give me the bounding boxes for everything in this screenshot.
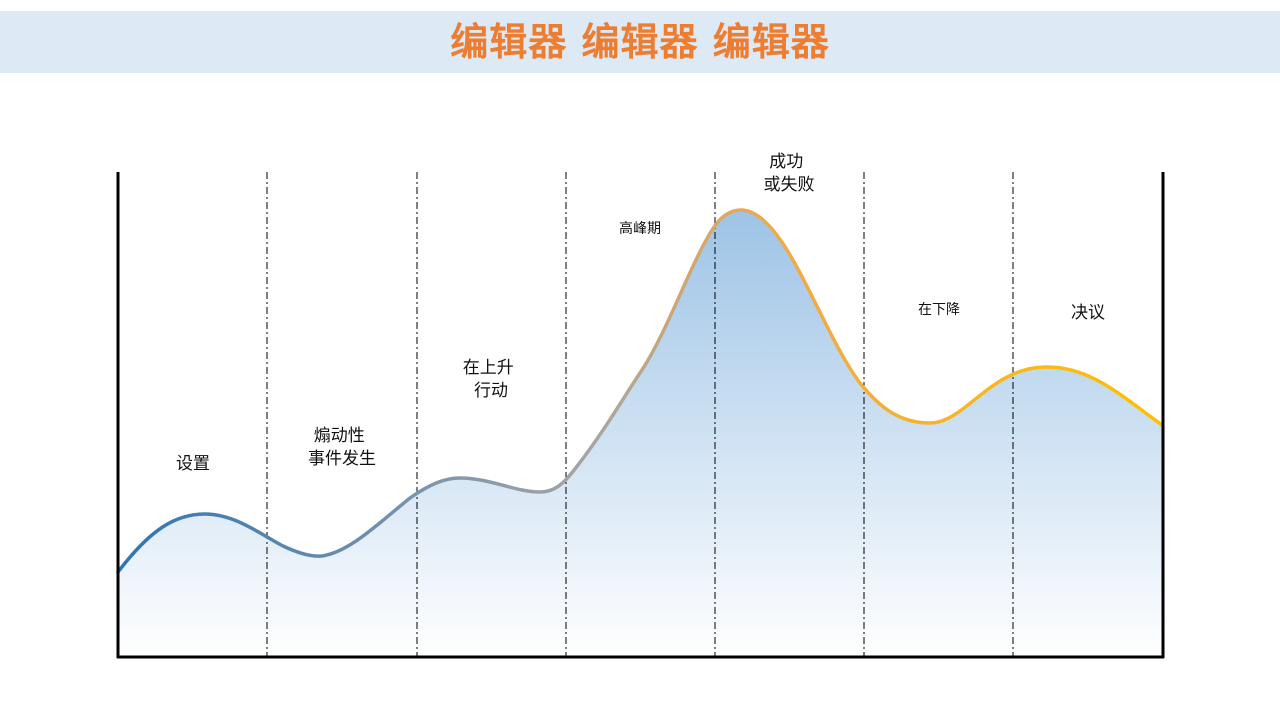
stage-label-resolution: 决议 [1071, 303, 1105, 323]
frame-axes [116, 172, 1165, 659]
stage-label-setup: 设置 [176, 454, 210, 474]
stage-label-climax: 高峰期 [619, 220, 661, 237]
stage-dividers [266, 172, 1014, 657]
stage-label-inciting-incident: 煽动性 事件发生 [308, 426, 376, 469]
slide-title: 编辑器 编辑器 编辑器 [450, 20, 830, 64]
title-band: 编辑器 编辑器 编辑器 [0, 11, 1280, 73]
stage-labels: 设置 煽动性 事件发生 在上升 行动 高峰期 成功 或失败 在下降 决议 [176, 152, 1105, 474]
stage-label-success-or-failure: 成功 或失败 [764, 152, 815, 195]
stage-label-rising-action: 在上升 行动 [463, 358, 519, 401]
stage-label-falling-action: 在下降 [918, 302, 960, 318]
area-fill [118, 210, 1162, 657]
story-curve [116, 208, 1164, 574]
